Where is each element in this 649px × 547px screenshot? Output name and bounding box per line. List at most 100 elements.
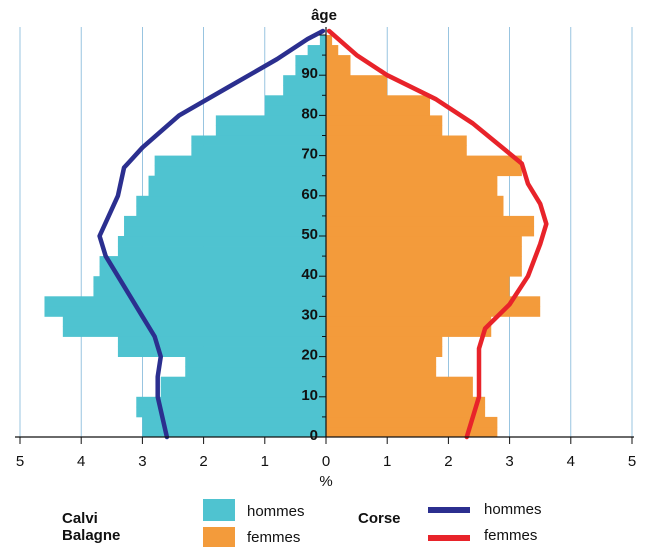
bar	[326, 256, 522, 267]
bar	[326, 336, 443, 347]
x-tick-label: 5	[16, 453, 24, 470]
bar	[264, 105, 326, 116]
bar	[326, 95, 431, 106]
y-tick-label: 10	[301, 387, 318, 404]
bar	[326, 125, 443, 136]
bar	[326, 85, 388, 96]
bar	[326, 386, 473, 398]
y-tick-labels: 0 10 20 30 40 50 60 70 80 90	[301, 65, 318, 444]
bar	[326, 145, 467, 156]
bar	[326, 185, 498, 197]
bar	[191, 135, 326, 146]
bar	[185, 366, 326, 378]
x-tick-label: 1	[383, 453, 391, 470]
x-tick-label: 4	[567, 453, 575, 470]
x-tick-label: 3	[138, 453, 146, 470]
y-tick-label: 70	[301, 146, 318, 163]
bar	[148, 175, 326, 187]
bar	[326, 236, 522, 247]
bar	[326, 366, 437, 378]
bar	[326, 75, 388, 86]
y-tick-label: 90	[301, 65, 318, 82]
bar	[326, 35, 333, 46]
bar	[326, 406, 486, 418]
bar	[295, 55, 326, 66]
bar	[326, 376, 473, 388]
bar	[326, 205, 504, 217]
bar	[117, 336, 326, 347]
bar	[326, 135, 467, 146]
legend-label-femmes-corse: femmes	[484, 527, 538, 544]
x-axis-label: %	[319, 473, 332, 490]
bar	[326, 356, 437, 368]
bar	[117, 246, 326, 257]
bar	[99, 256, 326, 267]
bar	[326, 225, 535, 237]
bar	[326, 286, 510, 297]
bar	[124, 215, 326, 227]
x-tick-label: 5	[628, 453, 636, 470]
bar	[160, 386, 326, 398]
bar	[326, 396, 486, 408]
corse-lines	[97, 28, 549, 440]
bar	[264, 95, 326, 106]
bar	[319, 35, 326, 46]
bar	[326, 326, 492, 337]
bar	[326, 266, 522, 277]
x-tick-labels: 5 4 3 2 1 0 1 2 3 4 5	[16, 453, 636, 470]
femmes-bars	[326, 35, 541, 438]
bar	[93, 276, 326, 287]
bar	[148, 185, 326, 197]
bar	[62, 316, 327, 327]
legend-swatch-femmes-calvi	[203, 527, 235, 547]
x-tick-label: 0	[322, 453, 330, 470]
x-tick-label: 1	[261, 453, 269, 470]
bar	[326, 215, 535, 227]
legend-swatch-hommes-calvi	[203, 499, 235, 521]
bar	[326, 195, 504, 207]
bar	[93, 286, 326, 297]
bar	[142, 416, 326, 428]
bar	[307, 45, 326, 56]
bar	[326, 316, 492, 327]
bar	[283, 75, 326, 86]
bar	[326, 426, 498, 438]
bar	[124, 225, 326, 237]
x-tick-label: 4	[77, 453, 85, 470]
legend-swatch-femmes-corse	[428, 535, 470, 541]
bar	[160, 376, 326, 388]
legend-label-femmes-calvi: femmes	[247, 529, 301, 546]
bar	[185, 356, 326, 368]
bar	[326, 276, 510, 287]
corse-hommes-line	[97, 28, 326, 440]
legend-label-hommes-calvi: hommes	[247, 503, 305, 520]
bar	[117, 236, 326, 247]
bar	[295, 65, 326, 76]
y-tick-label: 50	[301, 226, 318, 243]
bar	[136, 396, 326, 408]
bar	[326, 346, 443, 357]
bar	[326, 416, 498, 428]
y-axis-label: âge	[311, 7, 337, 24]
bar	[99, 266, 326, 277]
y-tick-label: 40	[301, 266, 318, 283]
bar	[142, 426, 326, 438]
bar	[326, 115, 443, 126]
bar	[326, 175, 498, 187]
bar	[326, 246, 522, 257]
bar	[326, 306, 541, 317]
bar	[326, 105, 431, 116]
bar	[326, 155, 522, 167]
bar	[154, 155, 326, 167]
y-tick-label: 60	[301, 186, 318, 203]
y-tick-label: 30	[301, 306, 318, 323]
bar	[136, 205, 326, 217]
bar	[326, 165, 522, 177]
bar	[191, 145, 326, 156]
axes	[15, 27, 634, 444]
bar	[62, 326, 327, 337]
bar	[215, 125, 326, 136]
bar	[326, 45, 339, 56]
bar	[283, 85, 326, 96]
bar	[326, 65, 351, 76]
